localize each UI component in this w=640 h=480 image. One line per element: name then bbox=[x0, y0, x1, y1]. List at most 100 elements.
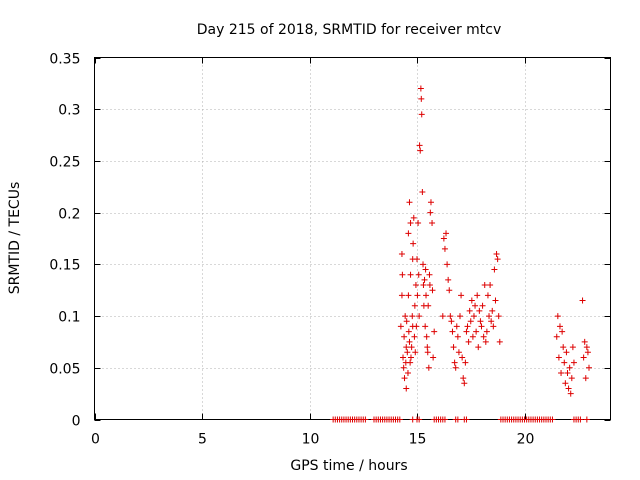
data-point bbox=[415, 271, 422, 278]
data-point bbox=[452, 364, 459, 371]
data-point bbox=[492, 297, 499, 304]
x-tick-label: 0 bbox=[91, 432, 100, 448]
data-point bbox=[465, 338, 472, 345]
data-point bbox=[396, 416, 403, 423]
data-point bbox=[455, 349, 462, 356]
data-point bbox=[401, 333, 408, 340]
data-point bbox=[446, 287, 453, 294]
data-point bbox=[448, 318, 455, 325]
data-point bbox=[405, 328, 412, 335]
data-point bbox=[412, 349, 419, 356]
data-point bbox=[488, 318, 495, 325]
data-point bbox=[474, 292, 481, 299]
data-point bbox=[400, 354, 407, 361]
data-point bbox=[477, 318, 484, 325]
data-point bbox=[420, 261, 427, 268]
data-point bbox=[457, 313, 463, 320]
y-tick-label: 0 bbox=[72, 414, 81, 430]
gridlines bbox=[94, 57, 611, 420]
data-point bbox=[549, 416, 556, 423]
axis-ticks bbox=[94, 57, 611, 421]
data-point bbox=[415, 219, 422, 226]
data-point bbox=[413, 323, 420, 330]
data-point bbox=[425, 364, 432, 371]
data-point bbox=[449, 328, 456, 335]
data-point bbox=[407, 359, 414, 366]
y-axis-title: SRMTID / TECUs bbox=[7, 182, 23, 295]
data-point bbox=[462, 359, 469, 366]
data-point bbox=[491, 266, 498, 273]
data-point bbox=[564, 369, 571, 376]
x-tick-label: 5 bbox=[198, 432, 207, 448]
y-tick-label: 0.25 bbox=[49, 155, 80, 171]
data-point bbox=[454, 333, 461, 340]
data-point bbox=[441, 416, 448, 423]
data-point bbox=[489, 307, 496, 314]
x-tick-label: 20 bbox=[517, 432, 535, 448]
data-point bbox=[569, 344, 576, 351]
y-tick-labels: 0 0.05 0.1 0.15 0.2 0.25 0.3 0.35 bbox=[49, 52, 80, 430]
data-point bbox=[460, 375, 467, 382]
data-point bbox=[414, 292, 421, 299]
data-point bbox=[421, 276, 428, 283]
data-point bbox=[416, 416, 423, 423]
data-point bbox=[553, 333, 560, 340]
data-point bbox=[559, 328, 566, 335]
data-point bbox=[473, 328, 480, 335]
y-tick-label: 0.05 bbox=[49, 362, 80, 378]
data-point bbox=[580, 354, 587, 361]
data-point bbox=[407, 271, 414, 278]
data-point bbox=[410, 240, 417, 247]
data-point bbox=[417, 85, 424, 92]
data-point bbox=[411, 333, 418, 340]
data-point bbox=[468, 297, 475, 304]
data-point bbox=[490, 323, 497, 330]
x-tick-label: 10 bbox=[302, 432, 320, 448]
data-point bbox=[410, 214, 417, 221]
data-point bbox=[429, 219, 436, 226]
data-point bbox=[476, 307, 483, 314]
data-point bbox=[409, 313, 416, 320]
data-point bbox=[417, 147, 424, 154]
y-tick-label: 0.2 bbox=[58, 207, 80, 223]
data-point bbox=[403, 318, 410, 325]
data-point bbox=[451, 359, 458, 366]
data-point bbox=[484, 292, 491, 299]
data-point bbox=[422, 266, 429, 273]
data-point bbox=[427, 209, 434, 216]
data-point bbox=[483, 328, 490, 335]
data-point bbox=[431, 328, 438, 335]
data-point bbox=[581, 338, 588, 345]
data-point bbox=[463, 416, 470, 423]
data-point bbox=[561, 359, 568, 366]
data-point bbox=[453, 323, 460, 330]
data-point bbox=[403, 385, 410, 392]
data-point bbox=[563, 349, 570, 356]
data-point bbox=[582, 375, 589, 382]
data-point bbox=[406, 199, 413, 206]
x-tick-label: 15 bbox=[409, 432, 427, 448]
data-point bbox=[461, 380, 468, 387]
data-point bbox=[420, 282, 427, 289]
data-point bbox=[400, 364, 407, 371]
data-point bbox=[583, 344, 590, 351]
data-point bbox=[469, 333, 476, 340]
data-point bbox=[463, 328, 470, 335]
data-point bbox=[430, 354, 437, 361]
data-point bbox=[475, 344, 482, 351]
data-point bbox=[411, 302, 418, 309]
data-point bbox=[567, 390, 574, 397]
data-point bbox=[419, 188, 426, 195]
data-points bbox=[330, 85, 592, 423]
data-point bbox=[470, 313, 477, 320]
data-point bbox=[562, 380, 569, 387]
data-point bbox=[405, 292, 412, 299]
data-point bbox=[478, 323, 485, 330]
data-point bbox=[459, 354, 466, 361]
data-point bbox=[401, 375, 408, 382]
data-point bbox=[583, 416, 590, 423]
data-point bbox=[403, 344, 410, 351]
data-point bbox=[447, 313, 454, 320]
data-point bbox=[480, 333, 487, 340]
y-tick-label: 0.1 bbox=[58, 310, 80, 326]
